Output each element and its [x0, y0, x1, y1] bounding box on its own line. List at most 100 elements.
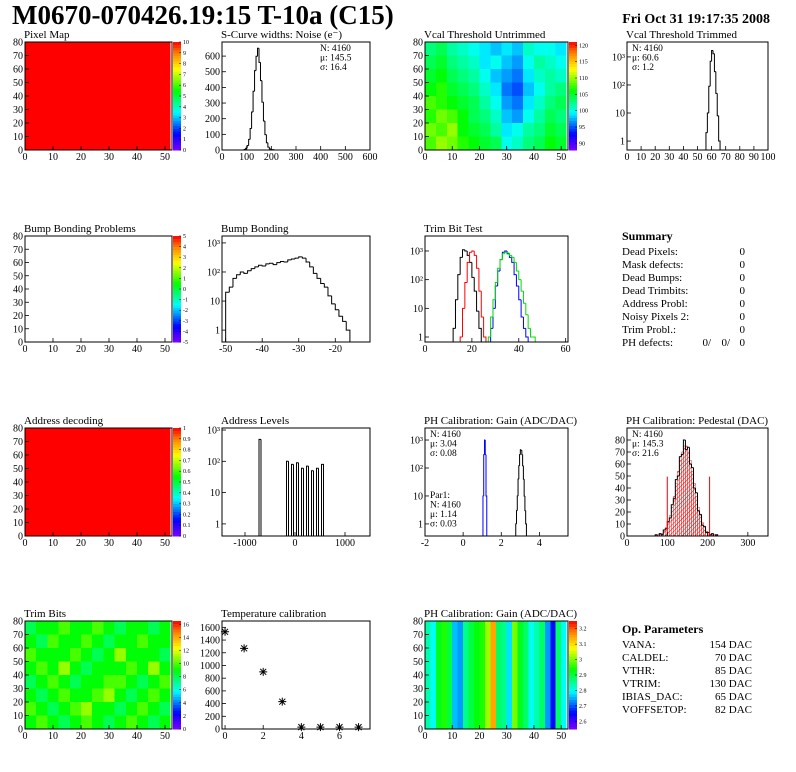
- colorbar-band: [173, 44, 181, 48]
- colorbar-band: [173, 275, 181, 279]
- heatmap-cell: [36, 715, 48, 729]
- x-tick-label: 0: [220, 152, 225, 163]
- heatmap-cell: [501, 136, 513, 150]
- colorbar-tick-label: 0.5: [183, 480, 191, 486]
- heatmap-cell: [550, 621, 556, 729]
- y-tick-label: 80: [13, 38, 23, 49]
- histogram-bin: [678, 456, 682, 476]
- colorbar-band: [569, 715, 577, 719]
- y-tick-label: 70: [615, 448, 625, 459]
- heatmap-cell: [25, 634, 37, 648]
- heatmap-cell: [452, 621, 458, 729]
- x-tick-label: 4: [299, 731, 304, 742]
- heatmap-cell: [479, 42, 491, 56]
- histogram-bin: [497, 267, 501, 283]
- histogram-bin: [523, 479, 525, 497]
- heatmap-cell: [533, 96, 545, 110]
- histogram-bin: [699, 510, 702, 515]
- x-tick-label: 20: [76, 731, 86, 742]
- y-tick-label: 500: [205, 67, 220, 78]
- heatmap-cell: [501, 55, 513, 69]
- histogram-bin: [672, 498, 676, 505]
- y-tick-label: 0: [18, 725, 23, 736]
- histogram-bin: [464, 281, 468, 309]
- colorbar-band: [569, 147, 577, 151]
- colorbar-band: [173, 334, 181, 338]
- heatmap-cell: [544, 96, 556, 110]
- panel-title: Bump Bonding: [221, 223, 289, 235]
- y-tick-label: 10³: [207, 426, 220, 437]
- colorbar-band: [569, 109, 577, 113]
- x-tick-label: 30: [104, 344, 114, 355]
- colorbar-band: [173, 642, 181, 646]
- y-tick-label: 1: [215, 519, 220, 530]
- histogram-bin: [342, 316, 347, 322]
- y-tick-label: 50: [13, 464, 23, 475]
- colorbar-band: [569, 47, 577, 51]
- heatmap-cell: [479, 123, 491, 137]
- heatmap-cell: [446, 69, 458, 83]
- colorbar-band: [569, 658, 577, 662]
- histogram-bin: [513, 257, 517, 263]
- colorbar-tick-label: 0: [183, 148, 186, 154]
- colorbar-band: [569, 112, 577, 116]
- heatmap-cell: [479, 109, 491, 123]
- colorbar-tick-label: 3.1: [579, 642, 587, 648]
- histogram-bin: [701, 514, 704, 526]
- histogram-bin: [513, 262, 517, 276]
- colorbar-band: [173, 262, 181, 266]
- x-tick-label: 0: [423, 731, 428, 742]
- heatmap-cell: [425, 69, 436, 83]
- y-tick-label: 40: [413, 92, 423, 103]
- colorbar-band: [569, 718, 577, 722]
- y-tick-label: 10³: [410, 246, 423, 257]
- x-tick-label: 10: [447, 731, 457, 742]
- heatmap-cell: [523, 82, 534, 96]
- summary-value: 0: [740, 324, 746, 336]
- colorbar-band: [173, 710, 181, 714]
- histogram-bin: [687, 451, 690, 537]
- heatmap-cell: [512, 42, 524, 56]
- histogram-bin: [525, 510, 527, 536]
- histogram-bin: [683, 445, 686, 537]
- colorbar-band: [173, 634, 181, 638]
- heatmap-cell: [446, 55, 458, 69]
- y-tick-label: 20: [615, 508, 625, 519]
- histogram-bin: [478, 268, 482, 292]
- heatmap-cell: [490, 55, 502, 69]
- colorbar-band: [173, 498, 181, 502]
- heatmap-cell: [148, 702, 160, 716]
- histogram-bin: [682, 439, 686, 455]
- plot-border: [626, 427, 769, 537]
- colorbar-band: [173, 446, 181, 451]
- colorbar-band: [173, 50, 181, 54]
- histogram-bin: [311, 470, 314, 536]
- colorbar-tick-label: 3.2: [579, 627, 587, 633]
- colorbar-band: [173, 52, 181, 56]
- summary-value: 0: [740, 246, 746, 258]
- colorbar-band: [173, 123, 181, 127]
- heatmap-cell: [148, 634, 160, 648]
- x-tick-label: -40: [256, 344, 269, 355]
- y-tick-label: 80: [13, 617, 23, 628]
- heatmap-cell: [468, 69, 480, 83]
- colorbar-band: [173, 238, 181, 242]
- colorbar-tick-label: 110: [579, 76, 588, 82]
- y-tick-label: 40: [413, 671, 423, 682]
- parameter-value: 85 DAC: [715, 665, 752, 677]
- colorbar-band: [173, 479, 181, 483]
- colorbar-band: [569, 139, 577, 143]
- y-tick-label: 20: [13, 119, 23, 130]
- x-tick-label: 4: [537, 538, 542, 549]
- histogram-bin: [255, 55, 258, 71]
- colorbar-band: [569, 623, 577, 627]
- histogram-bin: [521, 450, 523, 456]
- histogram-bin: [473, 250, 477, 256]
- colorbar-band: [569, 675, 577, 679]
- colorbar-band: [569, 87, 577, 92]
- colorbar-tick-label: 0: [183, 287, 186, 293]
- colorbar-tick-label: 2: [183, 266, 186, 272]
- histogram-bin: [718, 115, 721, 150]
- histogram-bin: [323, 283, 328, 288]
- heatmap-cell: [36, 661, 48, 675]
